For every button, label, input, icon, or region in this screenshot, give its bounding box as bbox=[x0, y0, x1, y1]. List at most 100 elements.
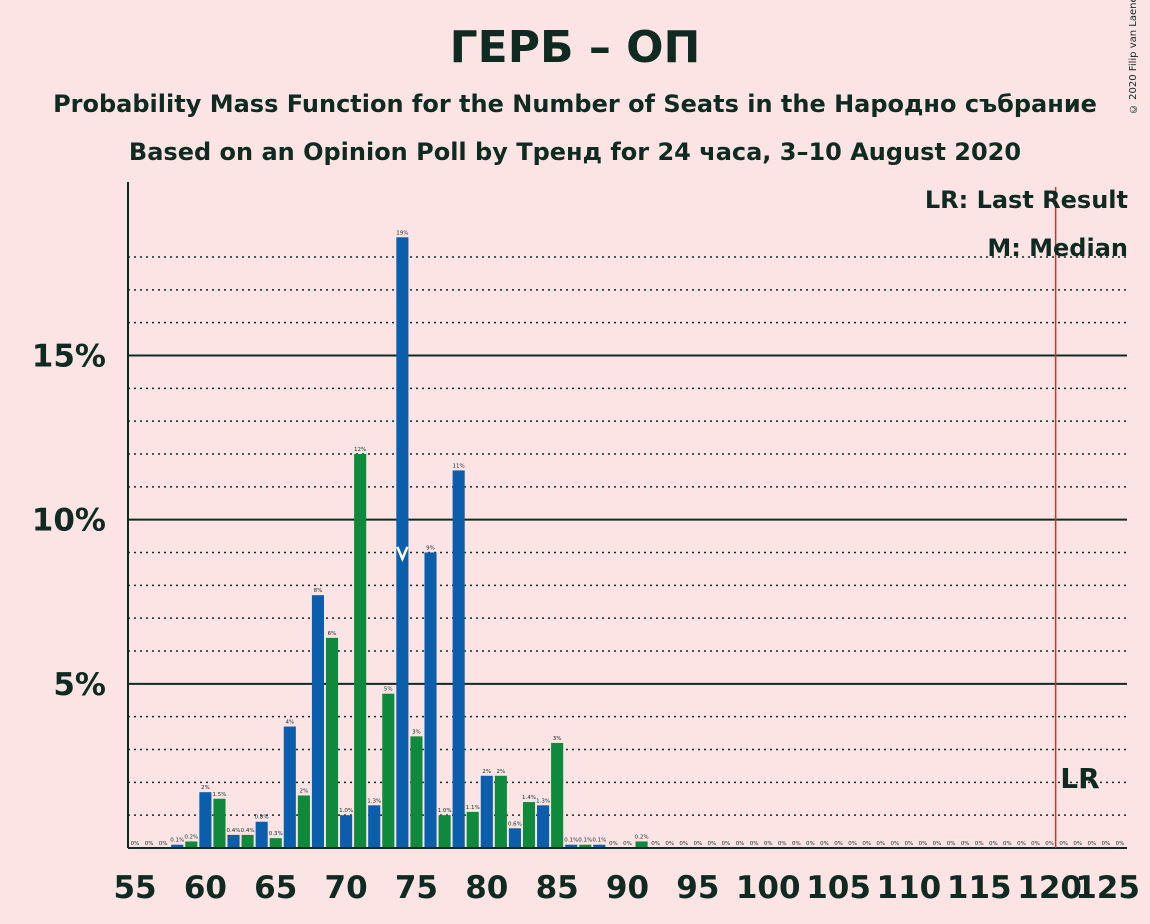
bar-label-seat-89: 0% bbox=[609, 841, 618, 847]
bar-seat-73 bbox=[382, 693, 395, 848]
x-tick-label: 90 bbox=[606, 870, 649, 906]
bar-label-seat-67: 2% bbox=[300, 788, 309, 794]
bar-label-seat-104: 0% bbox=[820, 841, 829, 847]
bar-seat-83 bbox=[522, 802, 536, 848]
bar-seat-58 bbox=[171, 844, 184, 848]
bar-label-seat-69: 6% bbox=[328, 631, 337, 637]
bar-seat-75 bbox=[410, 736, 423, 848]
x-tick-label: 95 bbox=[676, 870, 719, 906]
bar-label-seat-114: 0% bbox=[961, 841, 970, 847]
bar-seat-84 bbox=[537, 805, 550, 848]
bar-seat-74 bbox=[396, 237, 409, 849]
bar-label-seat-71: 12% bbox=[354, 447, 366, 453]
bar-seat-76 bbox=[424, 552, 437, 848]
chart-title: ГЕРБ – ОП bbox=[449, 22, 701, 73]
bar-label-seat-105: 0% bbox=[834, 841, 843, 847]
bar-label-seat-58: 0.1% bbox=[170, 838, 184, 844]
bar-label-seat-101: 0% bbox=[778, 841, 787, 847]
y-tick-label: 5% bbox=[53, 667, 106, 703]
bar-label-seat-119: 0% bbox=[1031, 841, 1040, 847]
x-tick-label: 125 bbox=[1075, 870, 1140, 906]
bar-label-seat-122: 0% bbox=[1073, 841, 1082, 847]
bar-label-seat-123: 0% bbox=[1087, 841, 1096, 847]
bar-seat-77 bbox=[438, 815, 451, 848]
bar-seat-85 bbox=[551, 742, 564, 848]
x-tick-label: 115 bbox=[947, 870, 1012, 906]
bar-label-seat-113: 0% bbox=[947, 841, 956, 847]
bar-label-seat-107: 0% bbox=[862, 841, 871, 847]
bar-label-seat-70: 1.0% bbox=[339, 808, 353, 814]
x-tick-label: 80 bbox=[465, 870, 508, 906]
bar-label-seat-87: 0.1% bbox=[578, 838, 592, 844]
overlay: LR bbox=[396, 187, 1100, 848]
bar-label-seat-56: 0% bbox=[145, 841, 154, 847]
bar-label-seat-61: 1.5% bbox=[212, 792, 226, 798]
bar-label-seat-74: 19% bbox=[396, 230, 408, 236]
bar-label-seat-72: 1.3% bbox=[367, 798, 381, 804]
bar-label-seat-83: 1.4% bbox=[522, 795, 536, 801]
x-tick-label: 70 bbox=[325, 870, 368, 906]
x-tick-label: 75 bbox=[395, 870, 438, 906]
bar-label-seat-68: 8% bbox=[314, 588, 323, 594]
bar-label-seat-85: 3% bbox=[553, 736, 562, 742]
gridlines bbox=[128, 256, 1127, 816]
last-result-label: LR bbox=[1060, 762, 1099, 795]
bar-label-seat-96: 0% bbox=[708, 841, 717, 847]
bar-seat-88 bbox=[593, 844, 606, 848]
bar-label-seat-55: 0% bbox=[131, 841, 140, 847]
bar-label-seat-77: 1.0% bbox=[438, 808, 452, 814]
bar-seat-67 bbox=[297, 795, 310, 848]
bar-label-seat-124: 0% bbox=[1102, 841, 1111, 847]
bar-label-seat-97: 0% bbox=[722, 841, 731, 847]
bar-label-seat-90: 0% bbox=[623, 841, 632, 847]
bar-label-seat-93: 0% bbox=[665, 841, 674, 847]
x-tick-label: 85 bbox=[536, 870, 579, 906]
bar-seat-70 bbox=[340, 815, 353, 848]
bar-label-seat-106: 0% bbox=[848, 841, 857, 847]
x-tick-label: 105 bbox=[806, 870, 871, 906]
x-tick-label: 60 bbox=[184, 870, 227, 906]
x-tick-label: 55 bbox=[113, 870, 156, 906]
bar-seat-62 bbox=[227, 834, 240, 848]
bar-label-seat-86: 0.1% bbox=[564, 838, 578, 844]
bar-label-seat-108: 0% bbox=[876, 841, 885, 847]
bar-label-seat-88: 0.1% bbox=[592, 838, 606, 844]
bar-seat-60 bbox=[199, 792, 212, 848]
y-tick-label: 10% bbox=[32, 503, 106, 539]
bar-seat-69 bbox=[325, 637, 339, 848]
bar-seat-59 bbox=[185, 841, 198, 848]
bar-label-seat-117: 0% bbox=[1003, 841, 1012, 847]
bar-label-seat-99: 0% bbox=[750, 841, 759, 847]
bar-label-seat-57: 0% bbox=[159, 841, 168, 847]
x-tick-label: 120 bbox=[1017, 870, 1082, 906]
bar-label-seat-76: 9% bbox=[426, 546, 435, 552]
bar-label-seat-63: 0.4% bbox=[241, 828, 255, 834]
bar-series bbox=[171, 237, 648, 849]
bar-seat-91 bbox=[635, 841, 648, 848]
bar-seat-86 bbox=[565, 844, 578, 848]
bar-label-seat-111: 0% bbox=[919, 841, 928, 847]
bar-label-seat-81: 2% bbox=[496, 769, 505, 775]
bar-label-seat-103: 0% bbox=[806, 841, 815, 847]
bar-seat-82 bbox=[508, 828, 521, 848]
legend-median: M: Median bbox=[987, 234, 1128, 262]
bar-label-seat-121: 0% bbox=[1059, 841, 1068, 847]
bar-label-seat-116: 0% bbox=[989, 841, 998, 847]
bar-label-seat-110: 0% bbox=[905, 841, 914, 847]
chart-subtitle-source: Based on an Opinion Poll by Тренд for 24… bbox=[128, 138, 1022, 166]
bar-label-seat-59: 0.2% bbox=[184, 834, 198, 840]
bar-label-seat-118: 0% bbox=[1017, 841, 1026, 847]
bar-label-seat-95: 0% bbox=[693, 841, 702, 847]
bar-label-seat-125: 0% bbox=[1116, 841, 1125, 847]
bar-seat-63 bbox=[241, 834, 254, 848]
bar-label-seat-92: 0% bbox=[651, 841, 660, 847]
axes: 5%10%15%55 60 65 70 75 80 85 90 95 100 105 110 115 12… bbox=[32, 182, 1140, 906]
bar-label-seat-115: 0% bbox=[975, 841, 984, 847]
bar-seat-71 bbox=[354, 454, 367, 848]
bar-label-seat-84: 1.3% bbox=[536, 798, 550, 804]
bar-label-seat-79: 1.1% bbox=[466, 805, 480, 811]
bar-label-seat-65: 0.3% bbox=[269, 831, 283, 837]
x-tick-label: 110 bbox=[877, 870, 942, 906]
bar-label-seat-73: 5% bbox=[384, 687, 393, 693]
